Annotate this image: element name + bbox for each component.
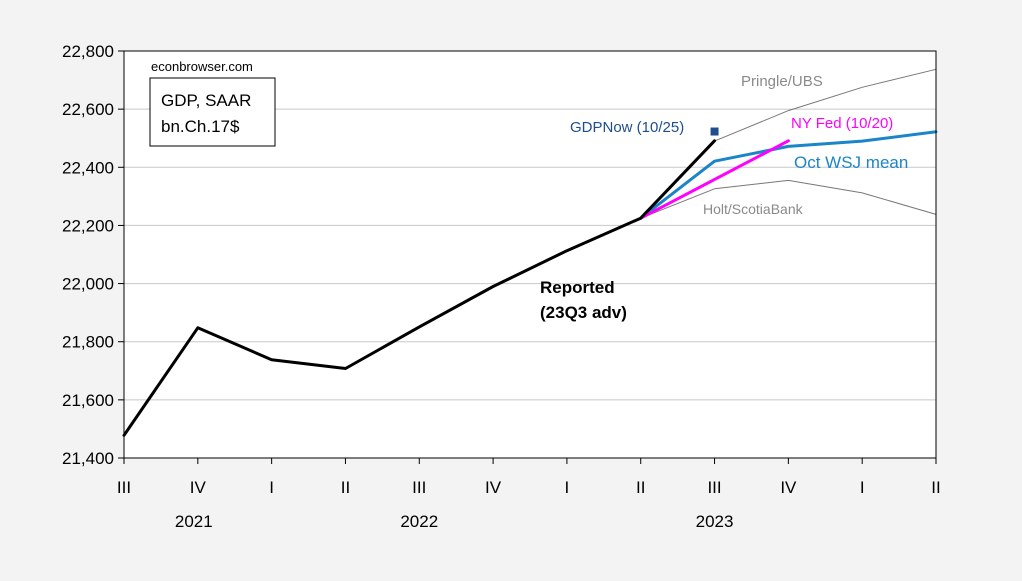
y-tick-label: 22,800 [62, 42, 114, 61]
y-tick-label: 22,200 [62, 216, 114, 235]
annotation-wsj-mean: Oct WSJ mean [794, 153, 908, 172]
x-tick-label: I [565, 478, 570, 497]
year-label: 2022 [400, 512, 438, 531]
annotation-reported-vintage: (23Q3 adv) [540, 303, 627, 322]
gdpnow-point-marker [710, 127, 719, 136]
plot-frame [123, 50, 937, 459]
y-tick-label: 21,400 [62, 449, 114, 468]
series-line-ny-fed-10-20 [639, 139, 790, 220]
y-tick-label: 21,600 [62, 391, 114, 410]
y-tick-label: 22,600 [62, 100, 114, 119]
units-box-line1: GDP, SAAR [161, 91, 251, 110]
x-tick-label: IV [780, 478, 797, 497]
annotation-pringle-ubs: Pringle/UBS [741, 73, 823, 90]
x-tick-label: IV [485, 478, 502, 497]
series-line-oct-wsj-mean [639, 130, 938, 220]
y-tick-label: 22,400 [62, 158, 114, 177]
y-axis-ticks: 21,400 21,600 21,800 22,000 22,200 22,400 22,6… [62, 42, 124, 468]
y-tick-label: 21,800 [62, 333, 114, 352]
x-tick-label: III [117, 478, 131, 497]
x-tick-label: IV [190, 478, 207, 497]
x-tick-label: II [341, 478, 350, 497]
annotations: Pringle/UBS NY Fed (10/20) GDPNow (10/25… [540, 73, 908, 322]
year-label: 2023 [696, 512, 734, 531]
series-lines [122, 68, 938, 437]
x-tick-label: III [412, 478, 426, 497]
x-tick-label: III [707, 478, 721, 497]
site-label: econbrowser.com [151, 59, 253, 74]
x-tick-label: II [931, 478, 940, 497]
annotation-reported: Reported [540, 278, 615, 297]
y-tick-label: 22,000 [62, 275, 114, 294]
annotation-ny-fed: NY Fed (10/20) [791, 115, 893, 132]
year-label: 2021 [175, 512, 213, 531]
series-line-reported-23q3-adv [122, 139, 716, 437]
units-box-line2: bn.Ch.17$ [161, 117, 240, 136]
annotation-holt-scotiabank: Holt/ScotiaBank [703, 201, 804, 217]
units-box: GDP, SAAR bn.Ch.17$ [149, 77, 276, 147]
x-tick-label: I [269, 478, 274, 497]
x-tick-label: II [636, 478, 645, 497]
series-line-holt-scotiabank [640, 179, 937, 219]
annotation-gdpnow: GDPNow (10/25) [570, 119, 684, 136]
grid-lines [124, 108, 936, 401]
x-tick-label: I [860, 478, 865, 497]
